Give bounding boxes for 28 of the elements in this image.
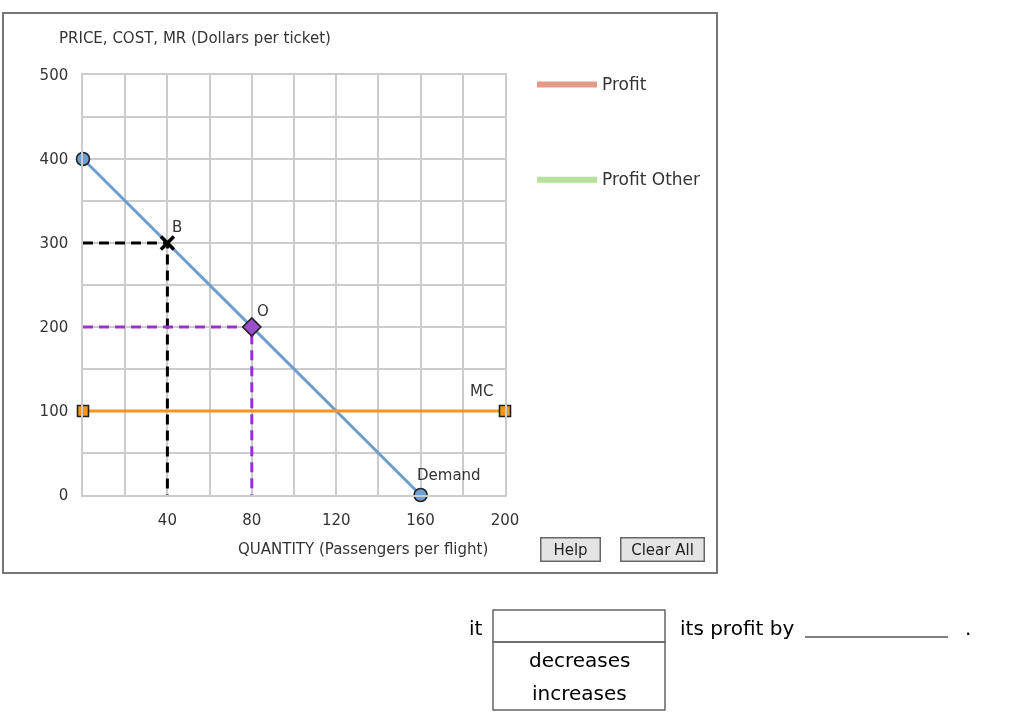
series-label: B [172, 218, 183, 236]
point [159, 234, 176, 252]
x-tick-label: 40 [157, 510, 177, 529]
text: Help [553, 540, 588, 559]
y-tick-label: 300 [39, 234, 69, 253]
y-axis-title: PRICE, COST, MR (Dollars per ticket) [59, 29, 331, 47]
legend-label: Profit Other [602, 169, 701, 190]
x-tick-label: 80 [242, 510, 262, 529]
x-tick-label: 120 [321, 510, 351, 529]
y-tick-label: 0 [58, 486, 69, 505]
text: Clear All [631, 540, 694, 559]
y-tick-label: 500 [39, 66, 69, 85]
y-tick-label: 100 [39, 402, 69, 421]
text: it [469, 616, 483, 640]
y-tick-label: 200 [39, 318, 69, 337]
series-label: O [257, 302, 269, 320]
x-tick-label: 160 [406, 510, 435, 529]
text: its profit by [680, 616, 795, 640]
text: increases [532, 681, 627, 705]
point [241, 317, 262, 337]
series-label: Demand [417, 466, 481, 484]
y-tick-label: 400 [39, 150, 69, 169]
text: . [965, 616, 972, 640]
x-axis-title: QUANTITY (Passengers per flight) [238, 540, 489, 558]
text: decreases [529, 648, 631, 672]
legend-label: Profit [602, 74, 647, 95]
x-tick-label: 200 [490, 510, 520, 529]
series-label: MC [470, 382, 494, 400]
